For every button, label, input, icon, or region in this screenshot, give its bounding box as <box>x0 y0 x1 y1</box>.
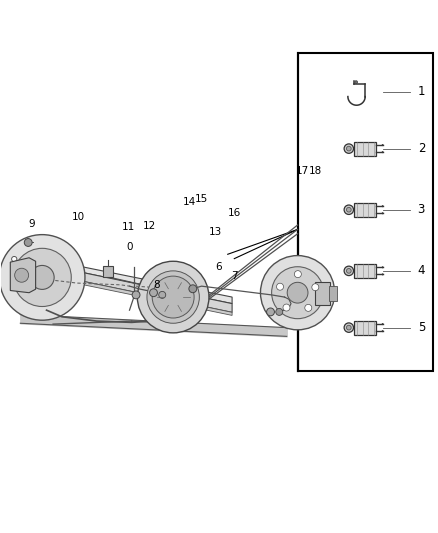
Bar <box>103 266 113 277</box>
Bar <box>315 282 330 305</box>
Text: 6: 6 <box>215 262 223 272</box>
Text: 4: 4 <box>418 264 425 277</box>
Bar <box>297 53 433 372</box>
Circle shape <box>152 276 194 318</box>
Circle shape <box>382 151 383 153</box>
Text: 3: 3 <box>418 203 425 216</box>
Circle shape <box>344 266 353 276</box>
Bar <box>329 286 337 302</box>
Text: 14: 14 <box>183 197 196 207</box>
Polygon shape <box>11 258 35 293</box>
Text: 16: 16 <box>228 208 241 218</box>
Circle shape <box>346 269 351 273</box>
Text: 17: 17 <box>295 166 309 176</box>
Circle shape <box>276 309 283 316</box>
Circle shape <box>150 289 157 297</box>
Circle shape <box>189 285 197 293</box>
Circle shape <box>382 274 383 275</box>
Circle shape <box>12 265 17 270</box>
Text: 8: 8 <box>154 280 160 290</box>
Circle shape <box>382 144 383 146</box>
Circle shape <box>382 324 383 325</box>
Text: 12: 12 <box>142 221 156 231</box>
Circle shape <box>346 146 351 151</box>
Circle shape <box>346 207 351 212</box>
Circle shape <box>192 300 198 305</box>
Circle shape <box>132 291 140 299</box>
Text: 7: 7 <box>231 271 237 281</box>
Circle shape <box>261 256 335 330</box>
Circle shape <box>355 81 357 83</box>
Text: 5: 5 <box>418 321 425 334</box>
Circle shape <box>13 248 71 306</box>
Circle shape <box>344 205 353 214</box>
Polygon shape <box>16 268 232 316</box>
Polygon shape <box>16 253 232 304</box>
Circle shape <box>276 283 283 290</box>
Circle shape <box>104 268 110 272</box>
Bar <box>354 203 376 217</box>
Circle shape <box>147 271 199 323</box>
Bar <box>354 264 376 278</box>
Text: 1: 1 <box>418 85 425 99</box>
Circle shape <box>344 144 353 154</box>
Bar <box>354 142 376 156</box>
Polygon shape <box>12 250 17 274</box>
Circle shape <box>283 304 290 311</box>
Circle shape <box>382 213 383 214</box>
Text: 2: 2 <box>418 142 425 155</box>
Circle shape <box>312 284 319 290</box>
Circle shape <box>138 261 209 333</box>
Text: 15: 15 <box>195 194 208 204</box>
Circle shape <box>147 276 152 281</box>
Circle shape <box>382 266 383 268</box>
Circle shape <box>14 268 28 282</box>
Text: 0: 0 <box>126 242 133 252</box>
Text: 11: 11 <box>122 222 135 232</box>
Circle shape <box>30 265 54 289</box>
Circle shape <box>267 308 275 316</box>
Circle shape <box>0 235 85 320</box>
Bar <box>191 296 205 309</box>
Circle shape <box>57 258 62 263</box>
Circle shape <box>382 330 383 332</box>
Circle shape <box>382 206 383 207</box>
Circle shape <box>346 325 351 330</box>
Circle shape <box>12 256 17 262</box>
Circle shape <box>344 323 353 333</box>
Text: 9: 9 <box>29 219 35 229</box>
Text: 10: 10 <box>72 212 85 222</box>
Circle shape <box>287 282 308 303</box>
Bar <box>354 320 376 335</box>
Circle shape <box>24 239 32 246</box>
Circle shape <box>272 266 324 319</box>
Text: 18: 18 <box>308 166 321 176</box>
Circle shape <box>159 292 166 298</box>
Circle shape <box>294 271 301 278</box>
Circle shape <box>305 304 312 311</box>
Polygon shape <box>16 259 232 312</box>
Text: 13: 13 <box>209 228 222 237</box>
